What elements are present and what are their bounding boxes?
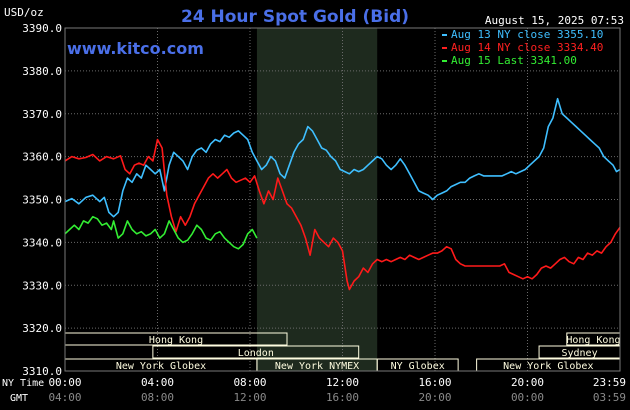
x-tick-label-ny: 04:00 bbox=[141, 376, 174, 389]
market-session-label: New York Globex bbox=[503, 361, 593, 372]
x-tick-label-ny: 16:00 bbox=[418, 376, 451, 389]
y-tick-label: 3340.0 bbox=[22, 236, 62, 249]
legend-entry: Aug 15 Last 3341.00 bbox=[451, 54, 577, 67]
market-session-label: New York NYMEX bbox=[275, 361, 359, 372]
market-session-bar bbox=[152, 345, 360, 359]
legend-entry: Aug 13 NY close 3355.10 bbox=[451, 28, 603, 41]
x-tick-label-ny: 08:00 bbox=[233, 376, 266, 389]
y-tick-label: 3310.0 bbox=[22, 365, 62, 378]
x-tick-label-ny: 20:00 bbox=[511, 376, 544, 389]
site-watermark: www.kitco.com bbox=[67, 39, 204, 58]
x-row-label-gmt: GMT bbox=[10, 393, 28, 404]
x-tick-label-ny: 23:59 bbox=[593, 376, 626, 389]
series-line-aug-15 bbox=[64, 215, 258, 250]
market-session-label: London bbox=[238, 348, 274, 359]
chart-title: 24 Hour Spot Gold (Bid) bbox=[181, 7, 409, 27]
x-tick-label-gmt: 16:00 bbox=[326, 391, 359, 404]
x-tick-label-gmt: 12:00 bbox=[233, 391, 266, 404]
market-session-label: NY Globex bbox=[391, 361, 445, 372]
y-axis-unit: USD/oz bbox=[4, 6, 44, 19]
y-tick-label: 3330.0 bbox=[22, 279, 62, 292]
x-tick-label-ny: 00:00 bbox=[48, 376, 81, 389]
chart-datetime: August 15, 2025 07:53 bbox=[485, 14, 624, 27]
plot-frame bbox=[64, 27, 621, 372]
y-tick-label: 3370.0 bbox=[22, 108, 62, 121]
series-line-aug-14 bbox=[64, 138, 621, 291]
market-session-label: Hong Kong bbox=[566, 335, 620, 346]
y-tick-label: 3350.0 bbox=[22, 194, 62, 207]
y-tick-label: 3360.0 bbox=[22, 151, 62, 164]
series-line-aug-13 bbox=[64, 97, 621, 218]
x-tick-label-ny: 12:00 bbox=[326, 376, 359, 389]
x-tick-label-gmt: 20:00 bbox=[418, 391, 451, 404]
y-tick-label: 3380.0 bbox=[22, 65, 62, 78]
x-tick-label-gmt: 03:59 bbox=[593, 391, 626, 404]
market-session-label: Hong Kong bbox=[149, 335, 203, 346]
legend-swatch bbox=[442, 47, 447, 49]
legend-swatch bbox=[442, 34, 447, 36]
y-tick-label: 3390.0 bbox=[22, 22, 62, 35]
market-session-label: Sydney bbox=[561, 348, 597, 359]
x-tick-label-gmt: 08:00 bbox=[141, 391, 174, 404]
y-tick-label: 3320.0 bbox=[22, 322, 62, 335]
x-tick-label-gmt: 00:00 bbox=[511, 391, 544, 404]
market-session-label: New York Globex bbox=[116, 361, 206, 372]
legend-entry: Aug 14 NY close 3334.40 bbox=[451, 41, 603, 54]
legend-swatch bbox=[442, 60, 447, 62]
x-row-label-ny: NY Time bbox=[2, 378, 44, 389]
x-tick-label-gmt: 04:00 bbox=[48, 391, 81, 404]
